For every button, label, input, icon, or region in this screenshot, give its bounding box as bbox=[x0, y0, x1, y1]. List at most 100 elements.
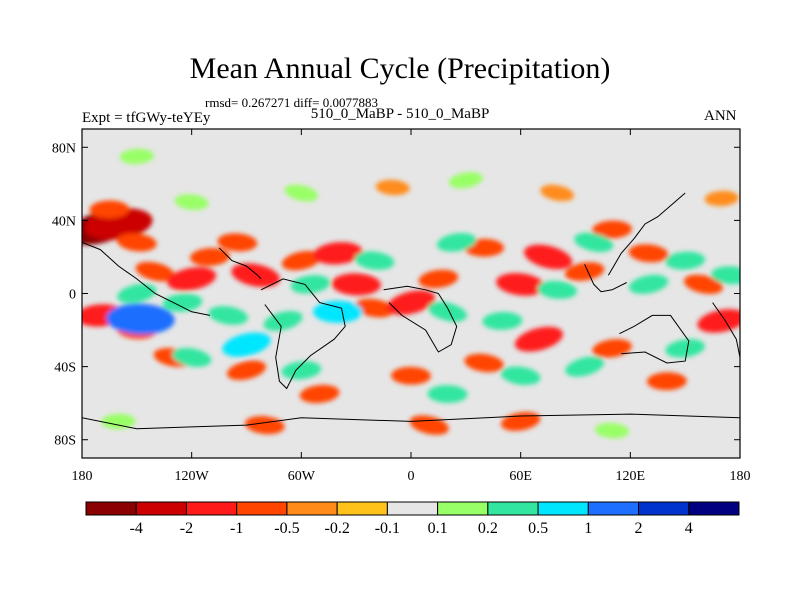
colorbar-label: 1 bbox=[584, 520, 592, 537]
x-tick-label: 120E bbox=[616, 469, 646, 484]
anomaly-wet-51 bbox=[574, 232, 614, 252]
anomaly-dry-37 bbox=[375, 179, 410, 196]
colorbar-box bbox=[688, 501, 740, 516]
anomaly-wet-56 bbox=[222, 332, 271, 357]
rmsd-label: rmsd= 0.267271 diff= 0.0077883 bbox=[205, 95, 378, 110]
anomaly-wet-60 bbox=[565, 356, 605, 377]
anomaly-wet-64 bbox=[284, 184, 319, 202]
anomaly-wet-46 bbox=[354, 251, 395, 270]
coastline-north-america-west bbox=[82, 241, 210, 316]
colorbar-box bbox=[437, 501, 489, 516]
colorbar-box bbox=[537, 501, 589, 516]
coastline-east-asia-coast bbox=[607, 192, 686, 276]
anomaly-wet-58 bbox=[427, 385, 468, 403]
anomaly-dry-26 bbox=[226, 360, 267, 381]
anomaly-wet-41 bbox=[106, 303, 175, 335]
colorbar-label: 0.1 bbox=[428, 520, 448, 537]
anomaly-wet-66 bbox=[119, 148, 154, 165]
anomaly-dry-20 bbox=[628, 244, 669, 263]
colorbar-label: 2 bbox=[635, 520, 643, 537]
anomaly-wet-55 bbox=[171, 348, 212, 367]
season-label: ANN bbox=[704, 108, 737, 124]
anomaly-wet-49 bbox=[482, 311, 523, 330]
x-tick-label: 120W bbox=[175, 469, 210, 484]
anomaly-wet-47 bbox=[428, 301, 468, 322]
colorbar-box bbox=[286, 501, 338, 516]
anomaly-wet-61 bbox=[665, 339, 705, 358]
anomaly-wet-65 bbox=[448, 172, 483, 189]
colorbar-box bbox=[185, 501, 238, 516]
colorbar-label: -0.5 bbox=[274, 520, 299, 537]
colorbar-box bbox=[236, 501, 288, 516]
anomaly-dry-30 bbox=[514, 326, 563, 352]
coastline-antarctica bbox=[82, 413, 740, 430]
anomaly-wet-52 bbox=[628, 274, 669, 294]
anomaly-dry-2 bbox=[89, 200, 130, 219]
anomaly-dry-36 bbox=[704, 190, 739, 207]
anomaly-dry-32 bbox=[646, 372, 687, 391]
x-tick-label: 180 bbox=[730, 469, 751, 484]
anomaly-wet-40 bbox=[162, 293, 203, 312]
y-tick-label: 0 bbox=[69, 288, 76, 303]
anomaly-dry-6 bbox=[190, 247, 230, 266]
anomaly-wet-50 bbox=[537, 280, 578, 299]
anomaly-dry-14 bbox=[418, 269, 459, 289]
anomaly-wet-59 bbox=[500, 366, 541, 386]
anomaly-dry-12 bbox=[354, 298, 395, 318]
anomaly-dry-7 bbox=[217, 233, 258, 252]
anomaly-wet-48 bbox=[436, 232, 477, 252]
colorbar-box bbox=[487, 501, 539, 516]
colorbar: -4 -2 -1 -0.5 -0.2 -0.1 0.1 0.2 0.5 1 2 4 bbox=[85, 501, 740, 537]
anomaly-wet-53 bbox=[665, 251, 706, 270]
anomaly-wet-63 bbox=[174, 194, 209, 210]
anomaly-wet-54 bbox=[710, 266, 740, 285]
anomaly-dry-22 bbox=[697, 309, 740, 333]
colorbar-label: -0.2 bbox=[324, 520, 349, 537]
anomaly-dry-10 bbox=[313, 242, 363, 265]
colorbar-box bbox=[587, 501, 640, 516]
colorbar-box bbox=[638, 501, 690, 516]
y-tick-label: 80S bbox=[54, 434, 76, 449]
anomaly-dry-28 bbox=[391, 366, 431, 385]
anomaly-dry-8 bbox=[231, 263, 280, 288]
colorbar-label: 4 bbox=[685, 520, 693, 537]
colorbar-label: -2 bbox=[180, 520, 193, 537]
coastline-africa bbox=[383, 285, 458, 353]
anomaly-wet-57 bbox=[281, 361, 322, 380]
colorbar-label: -0.1 bbox=[375, 520, 400, 537]
axis-ticks: 180 120W 60W 0 60E 120E 180 80N 40N 0 40S 80S bbox=[52, 129, 751, 484]
anomaly-dry-38 bbox=[540, 184, 575, 202]
anomaly-dry-4 bbox=[135, 261, 175, 282]
x-tick-label: 60W bbox=[288, 469, 316, 484]
anomaly-dry-17 bbox=[523, 244, 573, 270]
colorbar-box bbox=[336, 501, 388, 516]
y-tick-label: 80N bbox=[52, 141, 76, 156]
colorbar-label: 0.5 bbox=[528, 520, 548, 537]
x-tick-label: 180 bbox=[72, 469, 93, 484]
anomaly-field bbox=[82, 148, 740, 439]
anomaly-wet-62 bbox=[101, 413, 136, 430]
colorbar-label: -1 bbox=[230, 520, 243, 537]
anomaly-wet-44 bbox=[290, 275, 331, 294]
coastline-pacific-east bbox=[712, 302, 740, 358]
anomaly-dry-27 bbox=[299, 384, 340, 404]
anomaly-dry-5 bbox=[167, 267, 217, 291]
experiment-label: Expt = tfGWy-teYEy bbox=[82, 110, 211, 126]
anomaly-dry-9 bbox=[281, 250, 321, 271]
anomaly-dry-11 bbox=[331, 273, 381, 296]
coastline-south-america bbox=[260, 278, 346, 390]
anomaly-dry-3 bbox=[116, 233, 157, 252]
anomaly-wet-42 bbox=[208, 306, 248, 325]
y-tick-label: 40N bbox=[52, 214, 76, 229]
chart-title: Mean Annual Cycle (Precipitation) bbox=[189, 52, 611, 85]
anomaly-wet-45 bbox=[313, 300, 363, 323]
anomaly-dry-21 bbox=[683, 274, 724, 295]
anomaly-dry-18 bbox=[564, 262, 605, 281]
anomaly-dry-19 bbox=[592, 220, 632, 239]
anomaly-dry-16 bbox=[496, 272, 546, 296]
anomaly-dry-31 bbox=[592, 339, 632, 358]
coastline-australia bbox=[619, 314, 690, 364]
colorbar-box bbox=[386, 501, 439, 516]
x-tick-label: 60E bbox=[509, 469, 532, 484]
